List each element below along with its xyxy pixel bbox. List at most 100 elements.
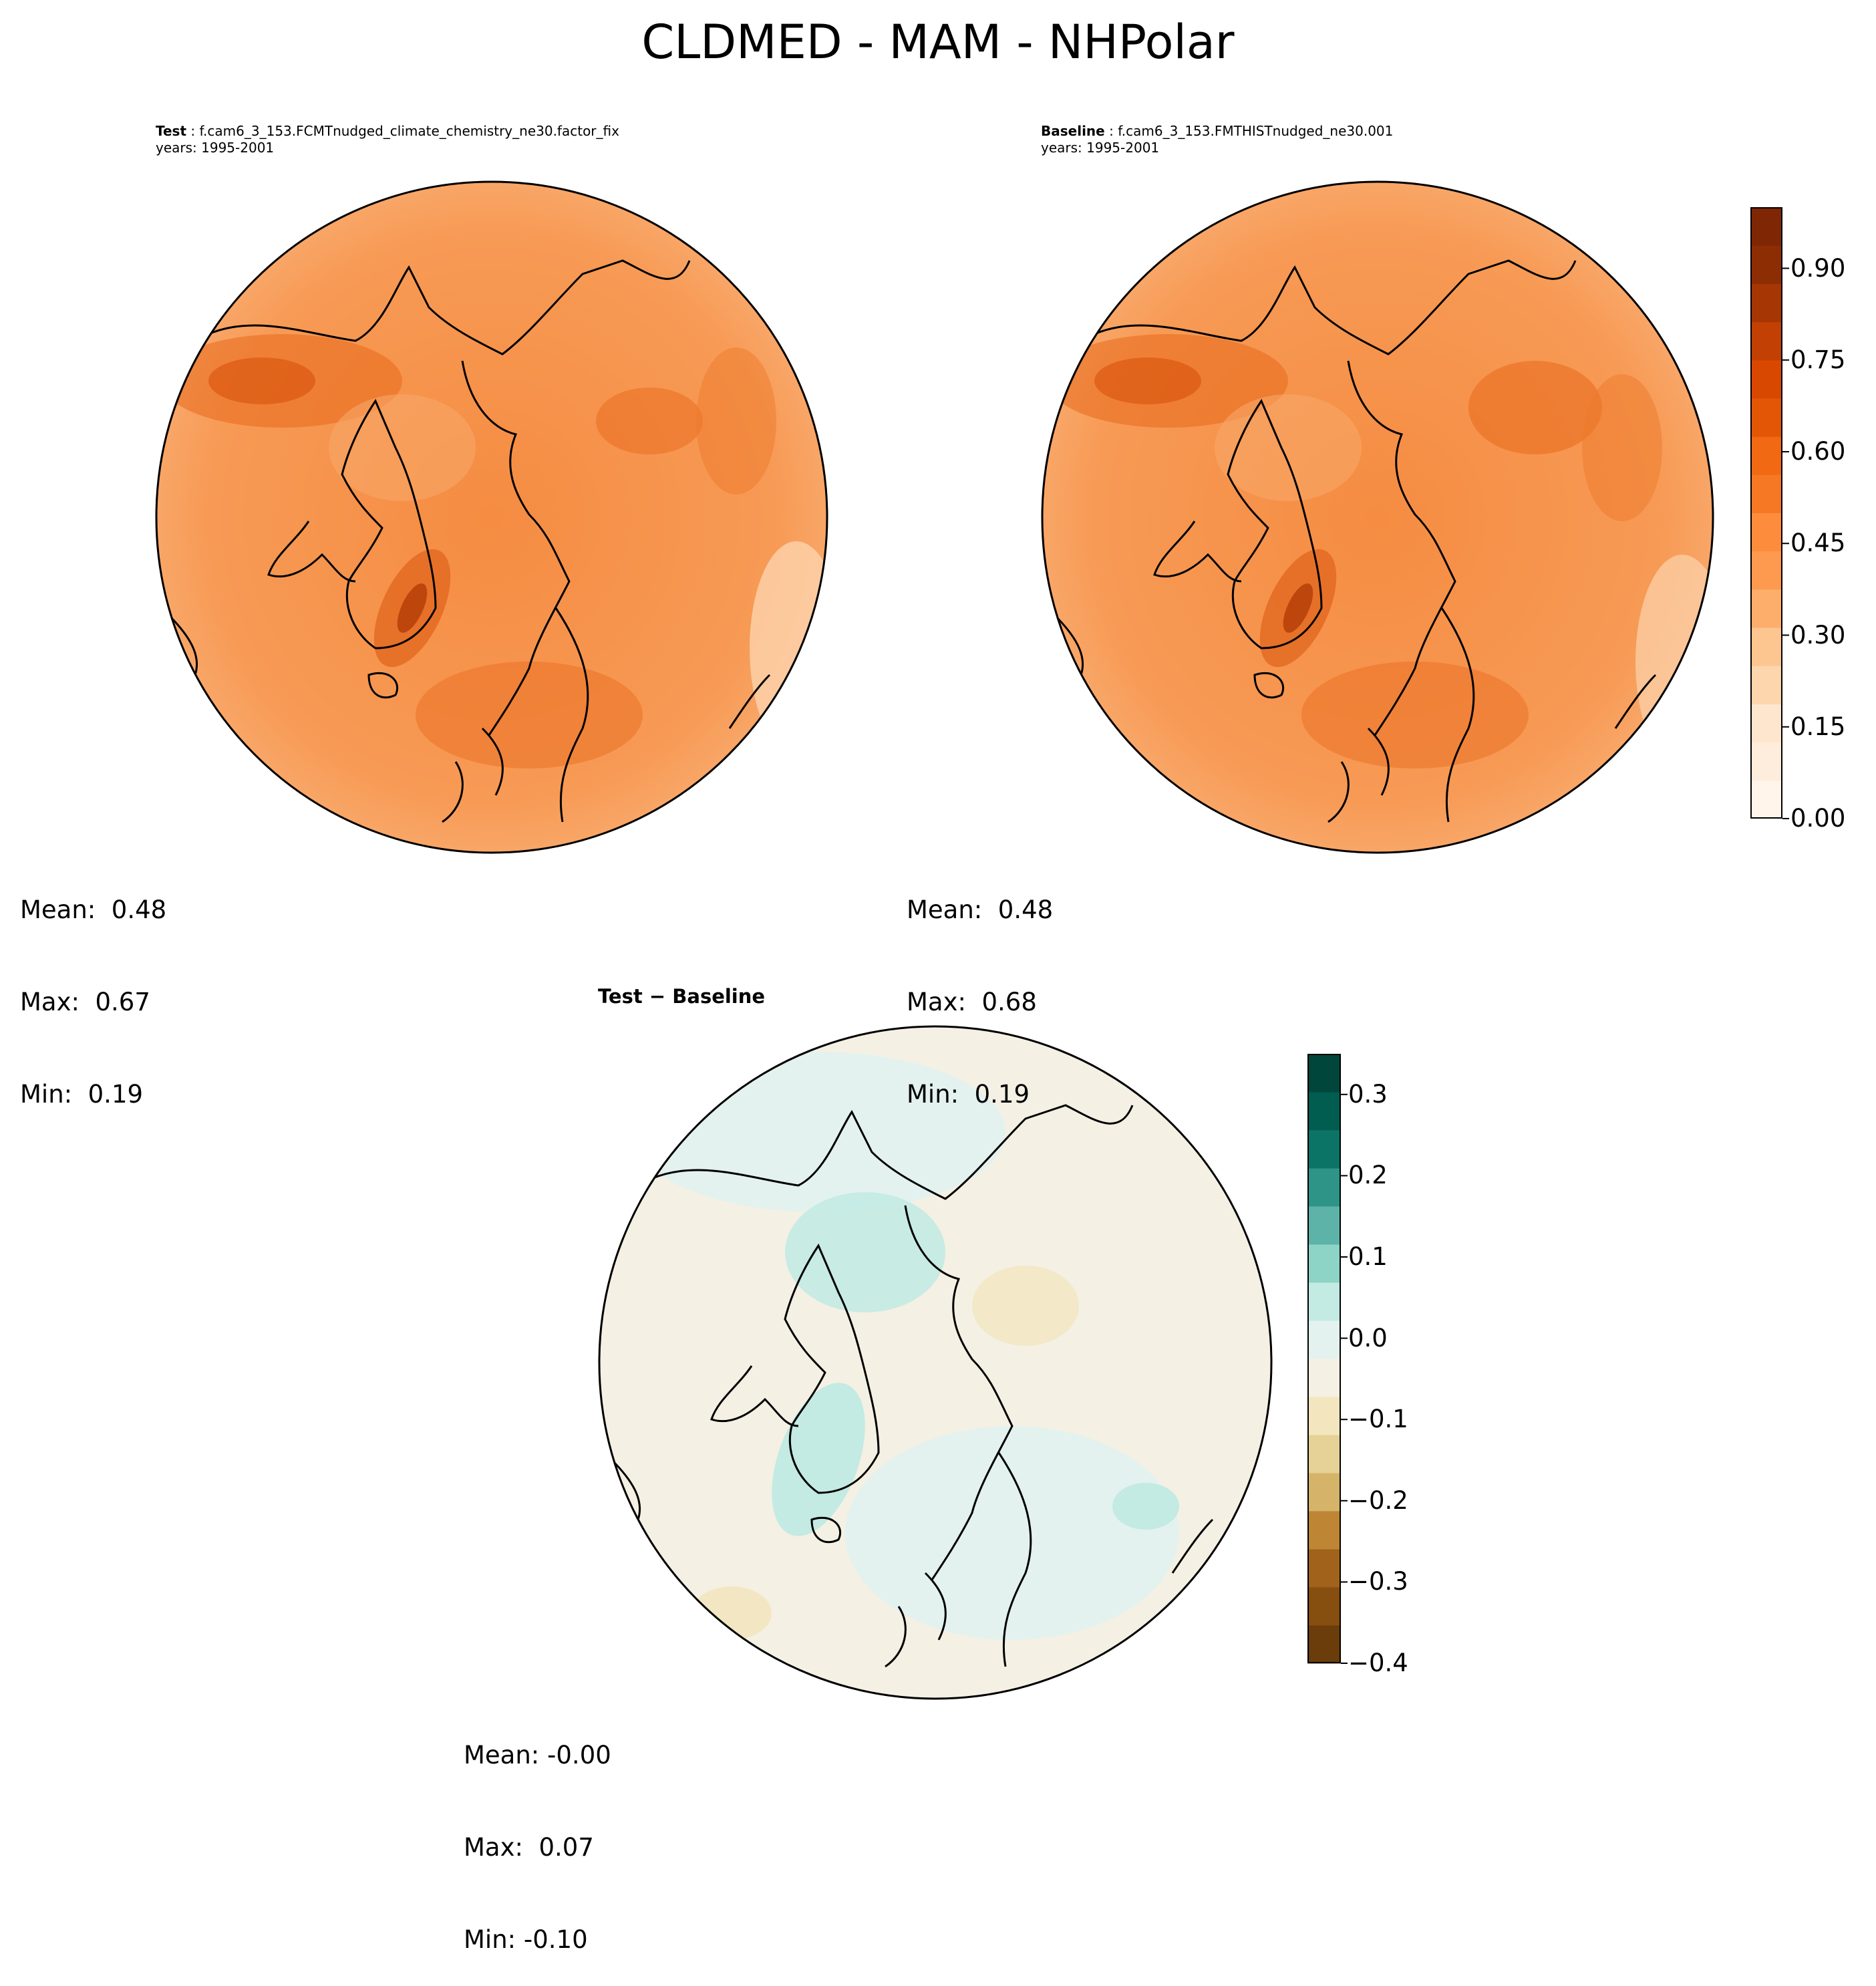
coastline-siberia bbox=[1347, 360, 1456, 736]
baseline-min: Min: 0.19 bbox=[907, 1080, 1030, 1109]
colorbar-segment bbox=[1307, 1625, 1341, 1664]
cloud-max-core bbox=[208, 358, 315, 404]
colorbar-tick-label: −0.1 bbox=[1348, 1405, 1408, 1434]
colorbar-border bbox=[1750, 207, 1782, 819]
colorbar-segment bbox=[1750, 627, 1782, 666]
diff-negative-southwest bbox=[691, 1586, 772, 1640]
colorbar-segment bbox=[1307, 1435, 1341, 1473]
colorbar-tick-label: −0.4 bbox=[1348, 1649, 1408, 1677]
diff-mean: Mean: -0.00 bbox=[464, 1741, 611, 1769]
figure-title: CLDMED - MAM - NHPolar bbox=[641, 15, 1235, 69]
colorbar-tick-label: 0.30 bbox=[1790, 620, 1846, 650]
test-map bbox=[155, 180, 828, 854]
colorbar-segment bbox=[1750, 398, 1782, 437]
diff-positive-region bbox=[785, 1192, 945, 1312]
cloud-region-east bbox=[596, 388, 703, 454]
coastline-canada bbox=[710, 1365, 799, 1427]
colorbar-tick-label: 0.45 bbox=[1790, 529, 1846, 558]
coastline-misc bbox=[167, 613, 771, 729]
test-min: Min: 0.19 bbox=[20, 1080, 144, 1109]
colorbar-segment bbox=[1750, 436, 1782, 475]
colorbar-diff-ticks: −0.4 −0.3 −0.2 −0.1 0.0 0.1 0.2 0.3 bbox=[1348, 1054, 1422, 1676]
coastline-canada bbox=[1153, 521, 1242, 583]
colorbar-segment bbox=[1307, 1206, 1341, 1245]
coastline-siberia bbox=[461, 360, 571, 736]
baseline-stats: Mean: 0.48 Max: 0.68 Min: 0.19 bbox=[907, 833, 1053, 1141]
test-years: years: 1995-2001 bbox=[156, 140, 275, 156]
colorbar-tick-label: 0.3 bbox=[1348, 1079, 1388, 1109]
cloud-region-pacific bbox=[696, 347, 776, 494]
colorbar-tick-label: 0.1 bbox=[1348, 1242, 1388, 1271]
colorbar-segment bbox=[1750, 513, 1782, 552]
coastline-greenland bbox=[1227, 398, 1323, 650]
cloud-region-atlantic bbox=[1301, 662, 1529, 768]
baseline-map bbox=[1041, 180, 1714, 854]
cloud-max-greenland bbox=[1283, 583, 1313, 633]
colorbar-segment bbox=[1307, 1549, 1341, 1588]
coastline-europe bbox=[885, 1572, 947, 1668]
cloud-low-arctic bbox=[1215, 394, 1362, 501]
diff-slight-positive-atlantic bbox=[845, 1426, 1179, 1640]
coastline-scandinavia bbox=[1440, 607, 1475, 823]
coastline-iceland bbox=[810, 1516, 842, 1544]
colorbar-tick-label: −0.3 bbox=[1348, 1567, 1408, 1596]
baseline-years: years: 1995-2001 bbox=[1041, 140, 1160, 156]
colorbar-segment bbox=[1750, 780, 1782, 819]
diff-title-right: Baseline bbox=[672, 985, 766, 1008]
colorbar-segment bbox=[1750, 360, 1782, 399]
colorbar-tick-label: 0.2 bbox=[1348, 1161, 1388, 1190]
diff-map bbox=[598, 1025, 1273, 1700]
diff-stats: Mean: -0.00 Max: 0.07 Min: -0.10 bbox=[464, 1679, 611, 1986]
colorbar-segment bbox=[1307, 1282, 1341, 1321]
colorbar-segment bbox=[1750, 474, 1782, 513]
colorbar-tick-label: 0.90 bbox=[1790, 253, 1846, 283]
coastline-scandinavia bbox=[555, 607, 589, 823]
colorbar-segment bbox=[1307, 1130, 1341, 1169]
colorbar-segment bbox=[1750, 551, 1782, 590]
map-boundary bbox=[1041, 180, 1714, 854]
coastline-greenland bbox=[784, 1243, 880, 1494]
cloud-region-east bbox=[1468, 361, 1602, 454]
colorbar-tick-label: 0.75 bbox=[1790, 345, 1846, 374]
coastline-siberia bbox=[904, 1205, 1013, 1580]
colorbar-border bbox=[1307, 1054, 1341, 1663]
colorbar-segment bbox=[1307, 1397, 1341, 1435]
test-case-name: f.cam6_3_153.FCMTnudged_climate_chemistr… bbox=[199, 123, 619, 139]
colorbar-segment bbox=[1750, 666, 1782, 704]
colorbar-segment bbox=[1307, 1359, 1341, 1397]
diff-title-sep: − bbox=[649, 985, 666, 1008]
diff-positive-east bbox=[1112, 1483, 1179, 1530]
diff-negative-siberia bbox=[972, 1266, 1079, 1346]
cloud-min-region bbox=[750, 541, 827, 755]
cloud-region-pacific bbox=[1582, 374, 1662, 521]
colorbar-tick-label: 0.60 bbox=[1790, 437, 1846, 466]
colorbar-segment bbox=[1750, 283, 1782, 323]
colorbar-segment bbox=[1307, 1168, 1341, 1207]
colorbar-segment bbox=[1750, 321, 1782, 361]
colorbar-tick-label: 0.15 bbox=[1790, 712, 1846, 741]
baseline-panel-title: Baseline : f.cam6_3_153.FMTHISTnudged_ne… bbox=[1041, 123, 1394, 156]
colorbar-tick-label: 0.00 bbox=[1790, 804, 1846, 833]
cloud-region-atlantic bbox=[416, 662, 643, 768]
baseline-mean: Mean: 0.48 bbox=[907, 895, 1054, 924]
test-stats: Mean: 0.48 Max: 0.67 Min: 0.19 bbox=[20, 833, 166, 1141]
colorbar-main-ticks: 0.00 0.15 0.30 0.45 0.60 0.75 0.90 bbox=[1790, 207, 1864, 832]
cloud-min-region bbox=[1635, 555, 1713, 768]
colorbar-segment bbox=[1307, 1244, 1341, 1283]
colorbar-segment bbox=[1307, 1473, 1341, 1512]
colorbar-segment bbox=[1307, 1054, 1341, 1093]
diff-panel-title: Test − Baseline bbox=[598, 985, 765, 1008]
cloud-low-arctic bbox=[329, 394, 476, 501]
coastline-greenland bbox=[341, 398, 437, 650]
coastline-misc bbox=[1053, 613, 1657, 729]
colorbar-diff bbox=[1307, 1054, 1348, 1664]
colorbar-segment bbox=[1307, 1092, 1341, 1131]
colorbar-segment bbox=[1307, 1511, 1341, 1550]
colorbar-segment bbox=[1307, 1320, 1341, 1359]
coastline-eurasia-north bbox=[208, 259, 691, 356]
coastline-europe bbox=[1327, 727, 1390, 823]
colorbar-main bbox=[1750, 207, 1789, 819]
colorbar-segment bbox=[1750, 704, 1782, 743]
coastline-eurasia-north bbox=[1094, 259, 1577, 356]
map-boundary bbox=[155, 180, 828, 854]
